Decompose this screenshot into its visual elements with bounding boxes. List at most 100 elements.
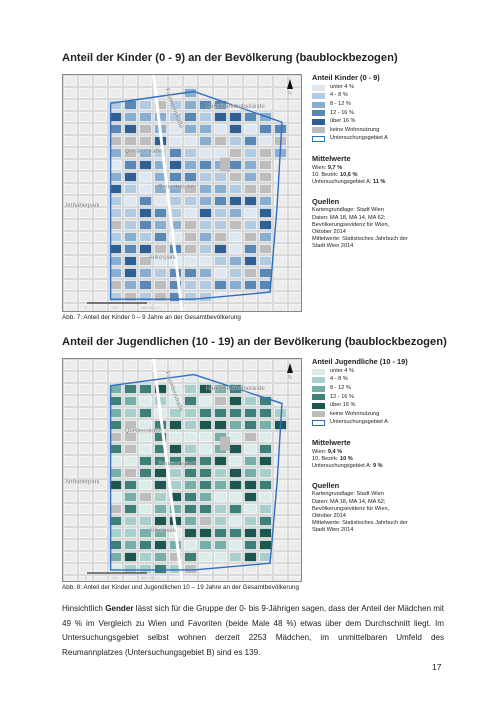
city-block [169,136,182,146]
city-block [169,304,182,311]
city-block [64,528,77,538]
city-block [154,268,167,278]
city-block [94,432,107,442]
city-block [259,432,272,442]
legend-label: über 16 % [330,118,356,125]
city-block [154,384,167,394]
city-block [64,444,77,454]
city-block [259,244,272,254]
city-block [229,148,242,158]
map-label: N [288,91,292,97]
city-block [109,148,122,158]
city-block [154,576,167,581]
city-block [274,268,287,278]
legend-swatch [312,385,325,392]
averages-heading: Mittelwerte [312,438,351,448]
average-line: Untersuchungsgebiet A: 11 % [312,179,432,186]
legend-row: 8 - 12 % [312,384,432,393]
city-block [154,304,167,311]
city-block [94,232,107,242]
city-block [289,88,301,98]
city-block [64,292,77,302]
city-block [289,384,301,394]
city-block [154,360,167,370]
city-block [94,88,107,98]
street [151,75,184,311]
city-block [139,492,152,502]
city-block [199,396,212,406]
city-block [109,88,122,98]
city-block [244,268,257,278]
source-line: Bevölkerungsevidenz für Wien, [312,221,390,228]
city-block [289,564,301,574]
city-block [214,220,227,230]
city-block [139,268,152,278]
city-block [289,456,301,466]
city-block [199,384,212,394]
figure-caption: Abb. 7: Anteil der Kinder 0 – 9 Jahre an… [62,314,241,321]
map-label: Ankerpark [149,255,177,261]
city-block [79,76,92,86]
city-block [109,124,122,134]
city-block [64,148,77,158]
city-block [274,76,287,86]
city-block [259,492,272,502]
city-block [229,468,242,478]
city-block [124,256,137,266]
city-block [94,244,107,254]
map: Hauptbahnhofgelände Quellenstraße Reumannp… [62,74,302,312]
legend-row: über 16 % [312,402,432,411]
city-block [244,420,257,430]
city-block [259,88,272,98]
city-block [184,172,197,182]
city-block [139,396,152,406]
city-block [184,516,197,526]
city-block [199,100,212,110]
source-line: Bevölkerungsevidenz für Wien, [312,505,390,512]
city-block [214,504,227,514]
map-label: Reumannplatz [158,184,197,190]
city-block [64,492,77,502]
city-block [244,292,257,302]
city-block [214,516,227,526]
city-block [214,148,227,158]
city-block [139,196,152,206]
city-block [289,516,301,526]
average-value: 9,7 % [327,164,343,171]
city-block [214,268,227,278]
city-block [289,196,301,206]
city-block [259,76,272,86]
map-label: 250 [111,575,118,580]
city-block [154,468,167,478]
city-block [229,420,242,430]
city-block [169,360,182,370]
city-block [184,76,197,86]
source-line: Mittelwerte: Statistisches Jahrbuch der [312,236,408,243]
city-block [109,360,122,370]
city-block [244,576,257,581]
city-block [184,468,197,478]
city-block [94,280,107,290]
city-block [124,408,137,418]
city-block [184,372,197,382]
city-block [214,304,227,311]
city-block [199,528,212,538]
city-block [64,172,77,182]
city-block [109,504,122,514]
city-block [229,444,242,454]
city-block [169,576,182,581]
city-block [139,292,152,302]
city-block [229,160,242,170]
city-block [289,268,301,278]
city-block [184,396,197,406]
city-block [289,232,301,242]
city-block [79,516,92,526]
map-label: 250 [111,305,118,310]
city-block [259,468,272,478]
city-block [109,456,122,466]
city-block [79,304,92,311]
city-block [289,112,301,122]
average-value: 10,6 % [340,171,358,178]
city-block [124,540,137,550]
city-block [274,516,287,526]
